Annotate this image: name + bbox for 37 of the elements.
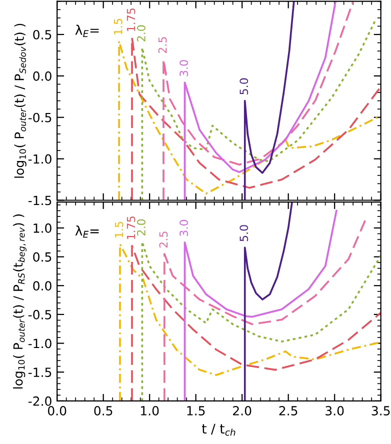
y-tick-label: -1.5: [28, 196, 52, 206]
y-tick-label: 1.0: [34, 223, 52, 233]
text: 5.0: [240, 78, 248, 94]
text: 1.75: [126, 8, 136, 32]
y-tick-label: -1.0: [28, 338, 52, 348]
text: 2.5: [158, 37, 167, 53]
text: log$_{10}$( P$_{outer}$(t) / P$_{RS}$(t$_{beg,rev}$) ): [13, 214, 26, 388]
y-tick-label: 0.5: [33, 30, 52, 40]
text: 2.0: [137, 25, 146, 42]
y-tick-label: -2.0: [28, 396, 52, 406]
x-tick-label: 2.5: [279, 406, 298, 416]
x-tick-label: 3.0: [326, 406, 344, 416]
x-tick-label: 0.5: [94, 406, 112, 416]
y-tick-label: 0.0: [33, 281, 52, 291]
x-tick-label: 2.0: [233, 406, 252, 416]
y-tick-label: -0.5: [28, 112, 52, 122]
text: 5.0: [240, 225, 248, 242]
text: 2.0: [137, 219, 146, 236]
x-axis-title: t / t$_{ch}$: [202, 424, 236, 436]
x-tick-label: 0.0: [48, 406, 66, 416]
annotation: λ$_{E}$=: [75, 225, 99, 238]
annotation: λ$_{E}$=: [75, 24, 99, 37]
x-tick-label: 1.0: [141, 406, 159, 416]
y-axis-title: log$_{10}$( P$_{outer}$(t) / P$_{Sedov}$(t) ): [14, 24, 26, 178]
y-tick-label: -0.5: [28, 310, 52, 320]
text: 3.0: [180, 220, 188, 236]
y-tick-label: 0.5: [33, 252, 52, 262]
y-tick-label: 0.0: [33, 71, 52, 81]
text: 1.5: [114, 18, 122, 34]
y-tick-label: -1.0: [28, 154, 52, 164]
y-tick-label: -1.5: [28, 368, 52, 378]
x-tick-label: 1.5: [187, 406, 205, 416]
text: 2.5: [159, 232, 168, 248]
text: 1.75: [126, 216, 136, 240]
text: 3.0: [180, 60, 188, 76]
text: 1.5: [114, 222, 124, 238]
x-tick-label: 3.5: [372, 406, 390, 416]
